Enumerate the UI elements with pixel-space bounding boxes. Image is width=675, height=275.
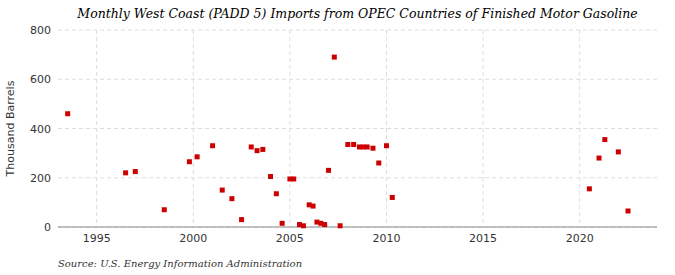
chart: 1995 2000 2005 2010 2015 2020 0 200 400 600 800 Tho… bbox=[0, 0, 675, 275]
point bbox=[291, 176, 296, 181]
point bbox=[587, 186, 592, 191]
point bbox=[390, 195, 395, 200]
point bbox=[326, 168, 331, 173]
point bbox=[255, 148, 260, 153]
source-note: Source: U.S. Energy Information Administ… bbox=[58, 258, 302, 269]
x-tick-label: 1995 bbox=[83, 232, 111, 245]
x-grid-line bbox=[483, 30, 484, 227]
y-grid-line bbox=[58, 30, 657, 31]
y-tick-label: 400 bbox=[30, 123, 51, 136]
point bbox=[65, 111, 70, 116]
x-grid-line bbox=[386, 30, 387, 227]
y-tick-label: 0 bbox=[44, 221, 51, 234]
point bbox=[616, 149, 621, 154]
y-grid-line bbox=[58, 128, 657, 129]
x-tick-label: 2020 bbox=[566, 232, 594, 245]
point bbox=[229, 196, 234, 201]
grid bbox=[58, 30, 657, 227]
page: {"chart_data": { "type": "scatter", "tit… bbox=[0, 0, 675, 275]
x-grid-line bbox=[289, 30, 290, 227]
point bbox=[597, 156, 602, 161]
point bbox=[384, 143, 389, 148]
point bbox=[187, 159, 192, 164]
x-grid-line bbox=[579, 30, 580, 227]
point bbox=[123, 170, 128, 175]
x-tick-label: 2015 bbox=[469, 232, 497, 245]
y-grid-line bbox=[58, 227, 657, 228]
axes: 1995 2000 2005 2010 2015 2020 0 200 400 600 800 bbox=[30, 24, 594, 245]
point bbox=[332, 55, 337, 60]
point bbox=[365, 144, 370, 149]
point bbox=[376, 160, 381, 165]
point bbox=[162, 207, 167, 212]
point bbox=[133, 169, 138, 174]
point bbox=[195, 154, 200, 159]
point bbox=[311, 204, 316, 209]
point bbox=[239, 217, 244, 222]
y-grid-line bbox=[58, 79, 657, 80]
point bbox=[280, 221, 285, 226]
y-grid-line bbox=[58, 177, 657, 178]
point bbox=[268, 174, 273, 179]
x-tick-label: 2010 bbox=[372, 232, 400, 245]
x-tick-label: 2000 bbox=[179, 232, 207, 245]
point bbox=[260, 147, 265, 152]
point bbox=[370, 146, 375, 151]
y-tick-label: 200 bbox=[30, 172, 51, 185]
point bbox=[220, 188, 225, 193]
point bbox=[338, 223, 343, 228]
title: Monthly West Coast (PADD 5) Imports from… bbox=[76, 6, 637, 21]
x-tick-label: 2005 bbox=[276, 232, 304, 245]
x-grid-line bbox=[96, 30, 97, 227]
point bbox=[351, 142, 356, 147]
point bbox=[602, 137, 607, 142]
point bbox=[301, 223, 306, 228]
points bbox=[65, 55, 630, 229]
point bbox=[626, 208, 631, 213]
point bbox=[274, 191, 279, 196]
point bbox=[322, 222, 327, 227]
y-axis-label: Thousand Barrels bbox=[4, 80, 17, 177]
point bbox=[249, 144, 254, 149]
y-tick-label: 600 bbox=[30, 73, 51, 86]
point bbox=[345, 142, 350, 147]
x-grid-line bbox=[193, 30, 194, 227]
y-tick-label: 800 bbox=[30, 24, 51, 37]
point bbox=[210, 143, 215, 148]
x-axis-line bbox=[58, 227, 657, 228]
